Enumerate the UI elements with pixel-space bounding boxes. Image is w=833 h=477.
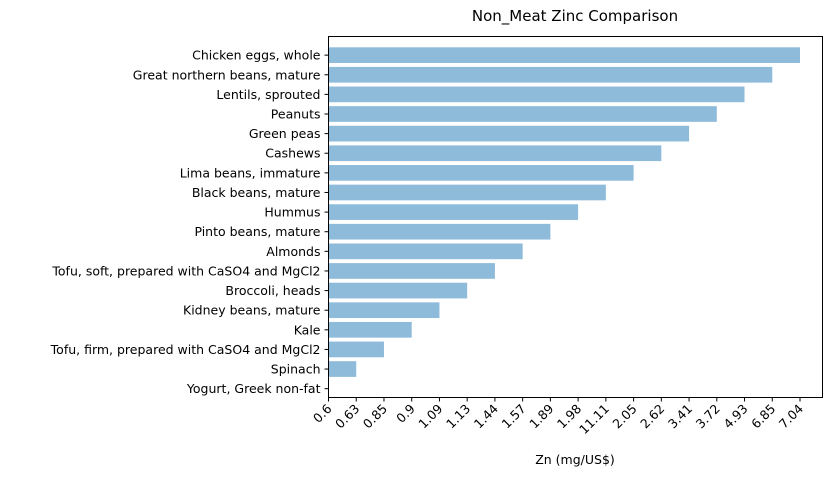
y-tick-label: Spinach [271, 362, 321, 377]
x-tick-label: 3.41 [665, 401, 695, 431]
bar [328, 223, 551, 240]
bar [328, 165, 634, 181]
x-tick-label: 0.85 [360, 401, 390, 431]
x-tick-label: 2.62 [637, 401, 667, 431]
x-tick-label: 0.9 [393, 401, 418, 426]
y-tick-label: Tofu, soft, prepared with CaSO4 and MgCl… [51, 263, 320, 278]
bars-group [328, 47, 800, 377]
bar [328, 66, 773, 83]
x-tick-label: 4.93 [720, 401, 750, 431]
x-tick-label: 1.09 [415, 401, 445, 431]
bar [328, 106, 717, 122]
x-tick-label: 0.63 [332, 401, 362, 431]
y-tick-label: Kale [294, 322, 321, 337]
x-tick-label: 1.57 [498, 401, 528, 431]
y-tick-label: Broccoli, heads [225, 283, 320, 298]
x-axis-ticks: 0.60.630.85 0.91.091.131.441.571.891.9811… [310, 397, 806, 437]
y-tick-label: Yogurt, Greek non-fat [186, 381, 321, 396]
y-tick-label: Black beans, mature [192, 185, 321, 200]
bar [328, 263, 495, 279]
bar [328, 282, 468, 299]
chart-title: Non_Meat Zinc Comparison [472, 7, 678, 26]
y-tick-label: Pinto beans, mature [194, 224, 320, 239]
bar [328, 302, 440, 319]
bar [328, 47, 800, 63]
x-tick-label: 1.13 [443, 401, 473, 431]
bar [328, 86, 745, 103]
bar [328, 341, 384, 358]
y-axis-ticks: Chicken eggs, whole Great northern beans,… [50, 48, 329, 396]
bar [328, 361, 357, 377]
x-axis-label: Zn (mg/US$) [535, 452, 615, 467]
bar [328, 184, 606, 201]
y-tick-label: Kidney beans, mature [183, 303, 321, 318]
x-tick-label: 7.04 [776, 401, 806, 431]
x-tick-label: 6.85 [748, 401, 778, 431]
bar [328, 321, 412, 338]
y-tick-label: Cashews [265, 146, 320, 161]
x-tick-label: 1.44 [471, 401, 501, 431]
bar [328, 125, 690, 142]
y-tick-label: Lentils, sprouted [216, 87, 320, 102]
y-tick-label: Peanuts [271, 106, 321, 121]
x-tick-label: 2.05 [609, 401, 639, 431]
x-tick-label: 3.72 [693, 401, 723, 431]
y-tick-label: Great northern beans, mature [133, 67, 321, 82]
y-tick-label: Green peas [249, 126, 321, 141]
bar [328, 243, 523, 260]
bar [328, 204, 579, 220]
plot-frame [328, 36, 823, 398]
bar [328, 145, 662, 162]
y-tick-label: Hummus [264, 205, 320, 220]
x-tick-label: 11.11 [576, 401, 612, 437]
x-tick-label: 1.89 [526, 401, 556, 431]
y-tick-label: Tofu, firm, prepared with CaSO4 and MgCl… [50, 342, 321, 357]
x-tick-label: 0.6 [310, 401, 335, 426]
y-tick-label: Almonds [266, 244, 320, 259]
y-tick-label: Chicken eggs, whole [192, 48, 321, 63]
y-tick-label: Lima beans, immature [180, 165, 321, 180]
